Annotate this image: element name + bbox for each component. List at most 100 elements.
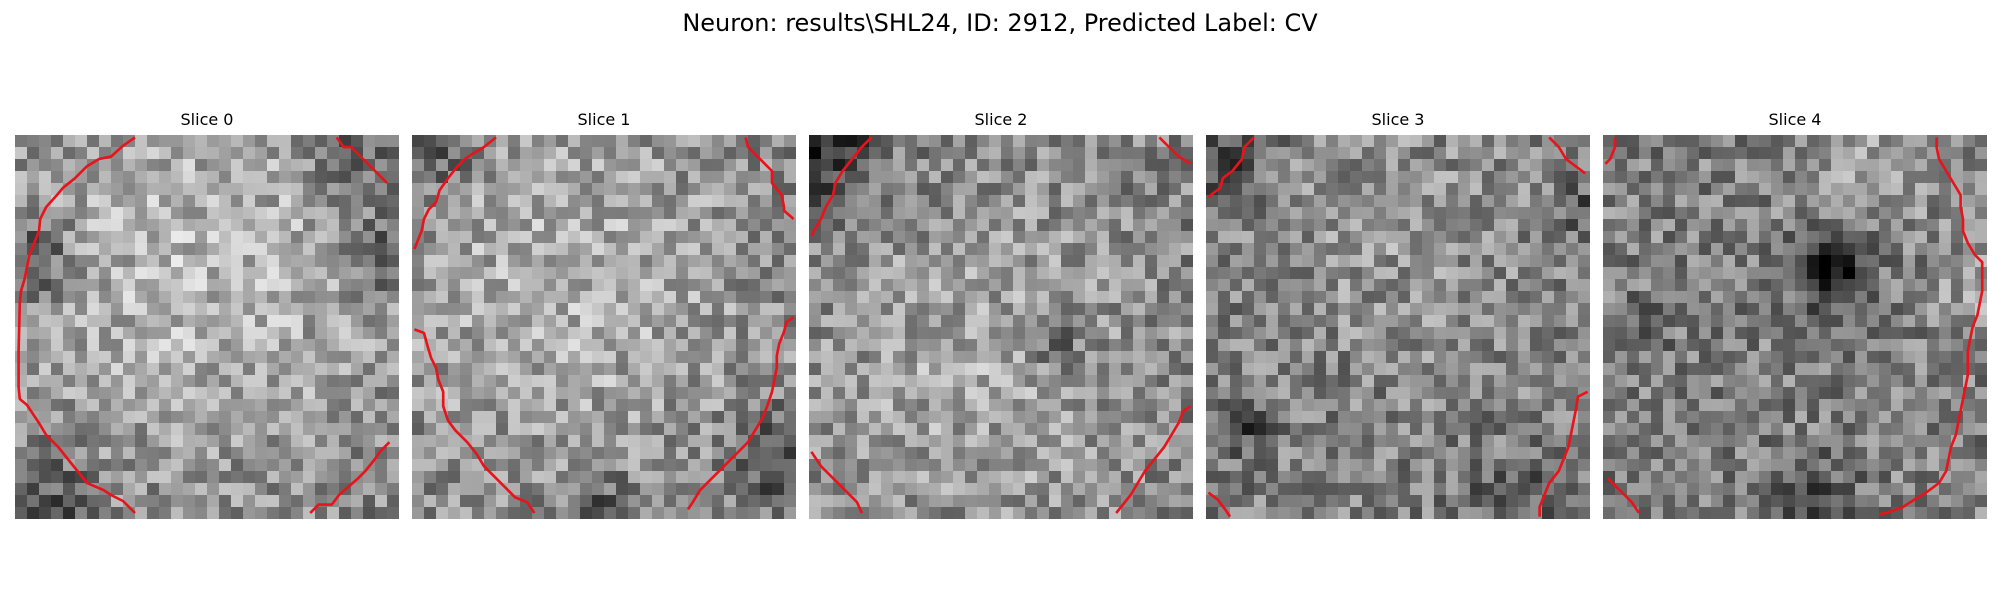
pixel (568, 435, 581, 448)
pixel (1181, 219, 1193, 232)
pixel (1314, 303, 1327, 316)
pixel (99, 171, 112, 184)
pixel (1723, 375, 1736, 388)
pixel (1639, 147, 1652, 160)
pixel (315, 219, 328, 232)
pixel (628, 267, 641, 280)
pixel (1145, 159, 1158, 172)
pixel (1542, 351, 1555, 364)
pixel (15, 159, 28, 172)
pixel (748, 459, 761, 472)
pixel (809, 327, 822, 340)
pixel (1169, 291, 1182, 304)
pixel (724, 303, 737, 316)
pixel (1121, 387, 1134, 400)
pixel (917, 375, 930, 388)
pixel (496, 183, 509, 196)
pixel (1711, 303, 1724, 316)
pixel (1542, 495, 1555, 508)
pixel (989, 171, 1002, 184)
pixel (496, 255, 509, 268)
pixel (1013, 315, 1026, 328)
pixel (1350, 195, 1363, 208)
pixel (1206, 303, 1219, 316)
pixel (339, 459, 352, 472)
pixel (1338, 267, 1351, 280)
pixel (1398, 291, 1411, 304)
pixel (1663, 135, 1676, 148)
pixel (1109, 327, 1122, 340)
pixel (640, 159, 653, 172)
pixel (532, 303, 545, 316)
pixel (1975, 243, 1987, 256)
pixel (387, 171, 399, 184)
pixel (869, 255, 882, 268)
pixel (1891, 231, 1904, 244)
pixel (580, 159, 593, 172)
pixel (1927, 411, 1940, 424)
pixel (436, 219, 449, 232)
pixel (1687, 399, 1700, 412)
pixel (327, 471, 340, 484)
pixel (219, 315, 232, 328)
pixel (1169, 231, 1182, 244)
pixel (1422, 435, 1435, 448)
pixel (520, 483, 533, 496)
pixel (845, 363, 858, 376)
pixel (532, 267, 545, 280)
pixel (1326, 339, 1339, 352)
pixel (1603, 435, 1616, 448)
pixel (989, 147, 1002, 160)
pixel (243, 255, 256, 268)
pixel (989, 279, 1002, 292)
pixel (111, 495, 124, 508)
pixel (1001, 255, 1014, 268)
pixel (1470, 507, 1483, 519)
pixel (1554, 279, 1567, 292)
pixel (1001, 423, 1014, 436)
pixel (1013, 135, 1026, 148)
pixel (809, 159, 822, 172)
pixel (255, 423, 268, 436)
pixel (448, 447, 461, 460)
pixel (1218, 375, 1231, 388)
pixel (363, 291, 376, 304)
pixel (303, 351, 316, 364)
pixel (1603, 447, 1616, 460)
pixel (1603, 327, 1616, 340)
pixel (1362, 219, 1375, 232)
pixel (1446, 483, 1459, 496)
pixel (303, 387, 316, 400)
pixel (496, 435, 509, 448)
slice-panel-1: Slice 1 (412, 110, 796, 520)
pixel (496, 399, 509, 412)
pixel (1699, 219, 1712, 232)
pixel (1121, 339, 1134, 352)
pixel (99, 135, 112, 148)
pixel (1807, 207, 1820, 220)
pixel (1759, 183, 1772, 196)
pixel (953, 399, 966, 412)
pixel (1001, 375, 1014, 388)
pixel (1458, 411, 1471, 424)
pixel (1578, 411, 1590, 424)
pixel (881, 459, 894, 472)
pixel (412, 351, 425, 364)
pixel (1097, 507, 1110, 519)
pixel (1711, 183, 1724, 196)
pixel (1133, 279, 1146, 292)
pixel (1085, 339, 1098, 352)
pixel (1338, 447, 1351, 460)
pixel (1915, 315, 1928, 328)
pixel (989, 399, 1002, 412)
pixel (604, 255, 617, 268)
pixel (809, 267, 822, 280)
pixel (1218, 471, 1231, 484)
pixel (1771, 279, 1784, 292)
pixel (1037, 147, 1050, 160)
pixel (869, 363, 882, 376)
pixel (1302, 195, 1315, 208)
pixel (1446, 447, 1459, 460)
pixel (845, 183, 858, 196)
pixel (412, 399, 425, 412)
